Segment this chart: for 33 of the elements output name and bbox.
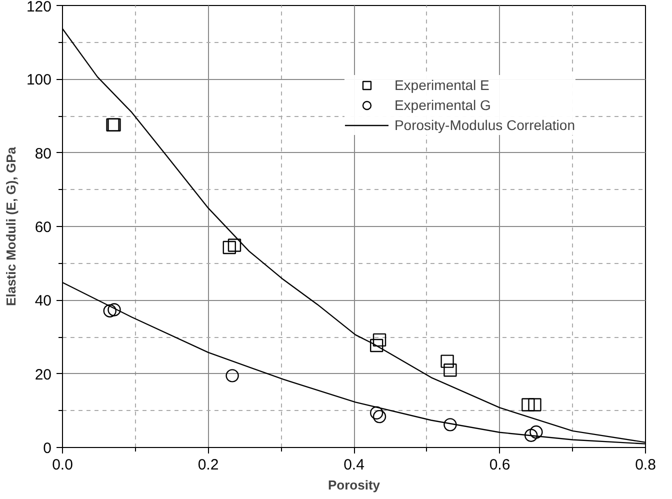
x-tick-label: 0.8 — [635, 456, 656, 474]
point — [522, 398, 535, 412]
point — [226, 369, 239, 382]
y-tick-label: 100 — [26, 72, 52, 89]
point — [228, 238, 242, 252]
point — [530, 425, 543, 439]
legend-label: Porosity-Modulus Correlation — [394, 117, 575, 133]
point — [440, 354, 454, 368]
y-tick-label: 60 — [34, 219, 52, 236]
y-tick-label: 120 — [26, 0, 52, 16]
point — [222, 240, 236, 254]
point — [528, 398, 542, 412]
point — [524, 428, 538, 442]
x-tick-label: 0.6 — [489, 456, 510, 474]
legend-label: Experimental G — [394, 97, 491, 113]
y-axis-title: Elastic Moduli (E, G), GPa — [3, 146, 18, 306]
point — [372, 410, 386, 424]
x-tick-label: 0.2 — [198, 456, 219, 474]
point — [444, 364, 457, 377]
point — [370, 338, 384, 352]
y-tick-label: 0 — [43, 440, 52, 457]
y-tick-label: 80 — [34, 145, 52, 162]
point — [444, 418, 457, 432]
point — [108, 303, 121, 316]
x-tick-label: 0.4 — [344, 456, 364, 474]
y-tick-label: 40 — [34, 292, 52, 310]
y-tick-label: 20 — [34, 366, 52, 384]
x-axis-title: Porosity — [328, 478, 381, 492]
point — [370, 406, 384, 420]
point — [372, 333, 386, 347]
legend-label: Experimental E — [394, 77, 490, 93]
x-tick-label: 0.0 — [52, 456, 73, 474]
point — [103, 304, 116, 318]
